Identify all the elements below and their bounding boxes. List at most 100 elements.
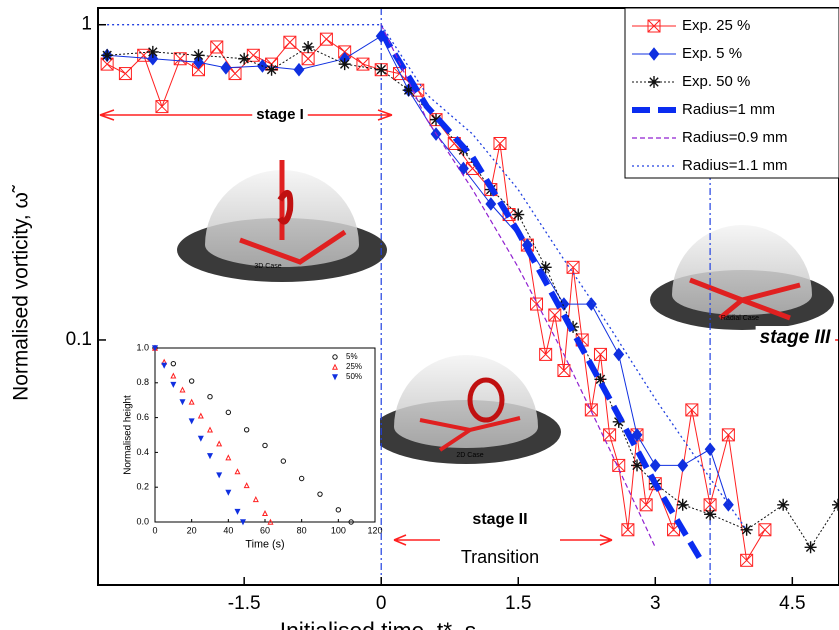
data-point [170, 381, 177, 388]
data-point [207, 394, 213, 400]
legend-box [624, 7, 839, 179]
data-point-part [118, 67, 132, 81]
data-point [649, 458, 661, 473]
data-point [721, 428, 735, 442]
data-point-part [594, 348, 607, 361]
x-tick-label: 1.5 [505, 593, 531, 614]
label-background [468, 510, 532, 530]
x-tick-label: 0 [376, 593, 387, 614]
data-point [722, 498, 734, 512]
data-point-part [225, 489, 232, 496]
data-point-part [173, 52, 187, 66]
legend-label: 50% [346, 372, 362, 381]
y-tick-label: 0.4 [136, 447, 149, 457]
x-tick-label: 80 [297, 525, 307, 535]
data-point-part [621, 523, 635, 537]
data-point-part [356, 57, 370, 71]
data-point [631, 428, 643, 442]
data-point-part [530, 297, 544, 311]
data-point [161, 362, 168, 369]
data-point-part [539, 348, 553, 361]
label-background [252, 104, 308, 124]
data-point [548, 308, 562, 322]
y-tick-label: 0.2 [136, 482, 149, 492]
data-point [594, 373, 607, 386]
data-point-part [267, 518, 274, 525]
y-tick-label: 0.1 [66, 329, 92, 350]
data-point-part [283, 35, 297, 49]
data-point-part [740, 553, 754, 567]
data-point [261, 509, 269, 516]
data-point-part [298, 475, 305, 482]
data-point [356, 57, 370, 71]
data-point [210, 40, 224, 54]
legend-marker-part [331, 363, 339, 370]
data-point-part [621, 523, 635, 537]
data-point-part [319, 32, 333, 46]
data-point [234, 508, 241, 515]
data-point-part [243, 427, 250, 433]
data-point [335, 507, 342, 513]
data-point-part [155, 100, 169, 113]
data-point [283, 35, 297, 49]
data-point-part [265, 63, 278, 76]
legend-label: Exp. 25 % [682, 17, 750, 34]
data-point-part [430, 113, 443, 126]
y-tick-label: 1 [81, 14, 92, 35]
data-point-part [100, 57, 114, 71]
legend-marker [648, 47, 660, 61]
data-point-part [216, 472, 223, 479]
data-point [197, 412, 204, 419]
data-point-part [740, 553, 753, 567]
data-point-part [685, 403, 699, 417]
data-point-part [207, 394, 213, 400]
data-point-part [548, 308, 562, 322]
dome [177, 160, 387, 282]
legend-label: Radius=1.1 mm [682, 157, 787, 174]
data-point-part [228, 67, 242, 80]
x-axis-title: Time (s) [245, 538, 284, 550]
data-point [193, 55, 204, 70]
legend-label: Radius=1 mm [682, 101, 775, 118]
data-point-part [338, 58, 351, 71]
data-point-part [777, 498, 790, 511]
legend-marker-part [332, 354, 338, 360]
data-point [225, 454, 232, 461]
legend-marker [331, 363, 339, 370]
data-point-part [170, 360, 177, 367]
legend-label: 5% [346, 352, 358, 361]
data-point-part [210, 40, 224, 54]
data-point [585, 297, 597, 311]
case-label: 2D Case [456, 452, 483, 459]
data-point [566, 260, 580, 274]
data-point [302, 40, 315, 53]
legend-marker-part [648, 47, 660, 61]
data-point-part [721, 428, 735, 442]
data-point [173, 52, 187, 66]
data-point-part [402, 84, 415, 97]
y-tick-label: 0.8 [136, 377, 149, 387]
data-point-part [192, 49, 205, 62]
series-line [380, 24, 656, 548]
data-point-part [320, 32, 333, 46]
legend-marker [647, 19, 661, 33]
data-point [267, 518, 274, 525]
x-tick-label: 20 [187, 525, 197, 535]
x-tick-label: 60 [260, 525, 270, 535]
data-point [265, 63, 278, 76]
data-point [206, 453, 214, 460]
data-point-part [584, 403, 598, 417]
data-point [621, 523, 635, 537]
data-point-part [612, 459, 626, 472]
data-point [101, 49, 114, 62]
data-point [262, 442, 268, 449]
data-point-part [216, 440, 223, 447]
stage-label: stage I [256, 106, 304, 123]
data-point-part [197, 412, 204, 419]
legend-marker-part [648, 76, 660, 88]
data-point-part [225, 454, 232, 461]
data-point-part [193, 55, 204, 70]
data-point-part [685, 403, 699, 417]
data-point-part [146, 45, 159, 58]
